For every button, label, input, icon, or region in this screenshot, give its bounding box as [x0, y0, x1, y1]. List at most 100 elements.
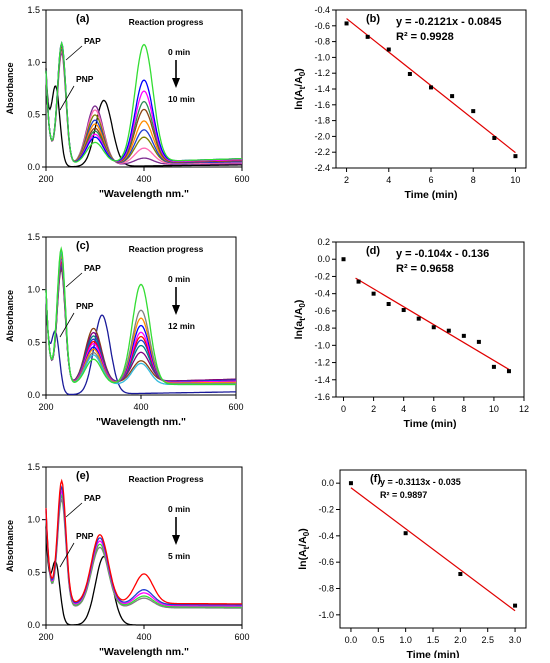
plot-frame: [45, 9, 243, 168]
annotation-progress: Reaction progress: [129, 17, 204, 27]
spectrum-line: [45, 46, 242, 164]
fit-line: [355, 277, 510, 370]
annotation-pnp: PNP: [76, 74, 94, 84]
y-tick-label: 1.5: [27, 5, 40, 15]
data-point: [407, 71, 412, 76]
y-axis-label-part: /A: [293, 307, 305, 318]
y-tick-label: -2.2: [314, 147, 330, 157]
annotation-time-end: 5 min: [168, 551, 190, 561]
pointer-line: [65, 502, 83, 518]
x-tick-label: 1.5: [427, 635, 440, 645]
fit-equation: y = -0.2121x - 0.0845: [396, 16, 502, 28]
y-tick-label: 0.5: [27, 337, 40, 347]
y-tick-label: 0.5: [27, 110, 40, 120]
data-point: [403, 531, 408, 536]
panel-a: 200 400 600 0.0 0.5 1.0 1.5 (a) "Wavelength nm."…: [5, 5, 250, 200]
x-tick-label: 0: [341, 404, 346, 414]
y-tick-label: 0.0: [27, 390, 40, 400]
x-tick-label: 2.0: [454, 635, 467, 645]
y-axis-label-part: 0: [298, 303, 307, 308]
fit-r-squared: R² = 0.9658: [396, 263, 454, 275]
y-axis-label-part: t: [302, 546, 311, 549]
spectrum-line: [45, 478, 242, 605]
y-tick-label: -0.6: [314, 306, 330, 316]
y-axis-label: ln(at/A0): [293, 300, 307, 340]
x-axis-label: "Wavelength nm.": [99, 646, 189, 658]
panel-label: (c): [76, 240, 90, 252]
y-axis-label: Absorbance: [5, 62, 15, 114]
y-tick-label: -1.8: [314, 116, 330, 126]
panel-b: 2 4 6 8 10 -2.4 -2.2 -2.0 -1.8 -1.6 -1.4 -1.2 -1.0 -0…: [293, 5, 527, 201]
annotation-time-start: 0 min: [168, 504, 190, 514]
fit-r-squared: R² = 0.9897: [380, 490, 427, 500]
pointer-line: [65, 45, 83, 61]
spectrum-line: [45, 485, 242, 606]
y-tick-label: 1.0: [27, 515, 40, 525]
spectra-group: [45, 478, 242, 626]
y-axis-label: ln(At/A0): [293, 68, 307, 110]
annotation-pnp: PNP: [76, 301, 94, 311]
y-tick-label: -2.0: [314, 131, 330, 141]
x-tick-label: 200: [38, 402, 53, 412]
x-tick-label: 2: [371, 404, 376, 414]
data-point: [471, 109, 476, 114]
annotation-progress: Reaction Progress: [128, 474, 203, 484]
spectrum-line: [45, 262, 236, 383]
y-axis-label-part: ): [293, 68, 305, 72]
data-point: [461, 333, 466, 338]
spectrum-line: [45, 246, 236, 386]
y-tick-label: -0.4: [314, 5, 330, 15]
y-tick-label: -0.8: [314, 323, 330, 333]
data-point: [341, 257, 346, 262]
panel-f: 0.0 0.5 1.0 1.5 2.0 2.5 3.0 -1.0 -0.8 -0.6 -0.4 -0.…: [297, 469, 527, 661]
y-tick-label: -1.4: [314, 84, 330, 94]
annotation-pap: PAP: [84, 493, 101, 503]
plot-frame: [45, 236, 237, 396]
spectrum-line: [45, 68, 242, 168]
progress-arrow-head: [172, 535, 180, 545]
data-point: [401, 308, 406, 313]
y-axis-label-part: /A: [297, 536, 309, 547]
panel-label: (d): [366, 245, 380, 257]
fit-equation: y = -0.3113x - 0.035: [380, 477, 461, 487]
spectrum-line: [45, 526, 242, 626]
y-axis-label-part: ): [297, 528, 309, 532]
x-axis-label: Time (min): [404, 418, 457, 430]
y-axis-label-part: ln(A: [293, 89, 305, 110]
x-tick-label: 400: [136, 632, 151, 642]
data-point: [386, 302, 391, 306]
annotation-pnp: PNP: [76, 531, 94, 541]
y-tick-label: -1.0: [318, 610, 334, 620]
y-axis-label-part: ): [293, 300, 305, 304]
panel-d: 0 2 4 6 8 10 12 -1.6 -1.4 -1.2 -1.0 -0.8 -0.6 -0.4 -0.…: [293, 237, 529, 430]
y-tick-label: 0.0: [27, 162, 40, 172]
y-tick-label: -0.6: [314, 21, 330, 31]
x-axis-label: Time (min): [405, 189, 458, 201]
annotation-pap: PAP: [84, 263, 101, 273]
x-tick-label: 3.0: [509, 635, 522, 645]
x-tick-label: 10: [489, 404, 499, 414]
y-axis-label-part: t: [298, 318, 307, 321]
panel-e: 200 400 600 0.0 0.5 1.0 1.5 (e) "Wavelength nm."…: [5, 462, 250, 658]
data-point: [416, 316, 421, 321]
data-point: [492, 135, 497, 140]
y-tick-label: 0.0: [27, 620, 40, 630]
x-tick-label: 600: [234, 174, 249, 184]
data-point: [356, 279, 361, 284]
y-tick-label: -1.0: [314, 340, 330, 350]
y-tick-label: -0.4: [318, 531, 334, 541]
x-tick-label: 8: [471, 175, 476, 185]
panel-c: 200 400 600 0.0 0.5 1.0 1.5 (c) "Wavelength nm."…: [5, 232, 244, 428]
progress-arrow-head: [172, 78, 180, 88]
pointer-line: [65, 272, 83, 288]
spectrum-line: [45, 296, 237, 396]
data-point: [431, 325, 436, 330]
y-tick-label: 1.0: [27, 285, 40, 295]
y-tick-label: -1.0: [314, 52, 330, 62]
spectrum-line: [45, 40, 243, 163]
spectra-group: [45, 40, 243, 168]
spectrum-line: [45, 50, 242, 165]
y-tick-label: -0.6: [318, 557, 334, 567]
annotation-progress: Reaction progress: [129, 244, 204, 254]
progress-arrow-head: [172, 305, 180, 315]
